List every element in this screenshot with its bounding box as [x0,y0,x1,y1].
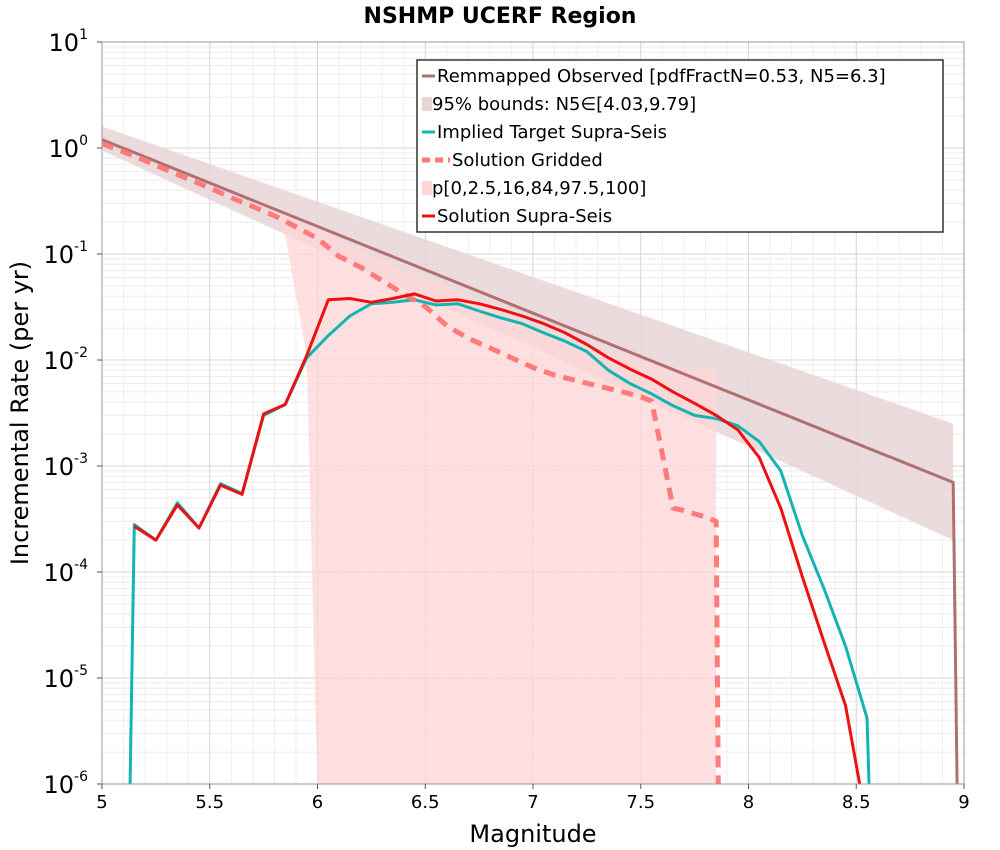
legend-swatch-percentile [422,181,432,195]
x-tick-label: 7.5 [626,792,655,813]
legend-label-percentile: p[0,2.5,16,84,97.5,100] [432,178,646,199]
x-tick-label: 9 [958,792,969,813]
series-line-gridded [102,141,721,784]
x-tick-label: 5 [96,792,107,813]
series-line-observed [102,138,959,784]
y-tick-label: 10-6 [43,769,88,799]
legend: Remmapped Observed [pdfFractN=0.53, N5=6… [416,59,944,233]
series-line-solution [133,292,862,784]
x-axis-label: Magnitude [469,820,596,848]
x-tick-label: 6.5 [411,792,440,813]
legend-box [416,59,944,233]
x-axis-ticks: 5 5.5 6 6.5 7 7.5 8 8.5 9 [96,784,970,813]
y-tick-label: 100 [49,133,88,163]
x-tick-label: 8 [743,792,754,813]
y-tick-label: 10-4 [43,557,88,587]
legend-swatch-bounds [422,97,432,111]
y-tick-label: 10-3 [43,451,88,481]
legend-label-bounds: 95% bounds: N5∈[4.03,9.79] [432,94,696,115]
y-tick-label: 10-2 [43,345,88,375]
x-tick-label: 7 [527,792,538,813]
band-percentile [102,139,717,784]
legend-label-gridded: Solution Gridded [452,150,603,171]
y-tick-label: 101 [49,27,88,57]
y-tick-label: 10-1 [43,239,88,269]
x-tick-label: 8.5 [842,792,871,813]
legend-label-solution: Solution Supra-Seis [437,206,612,227]
bands [102,126,954,784]
chart-title: NSHMP UCERF Region [364,4,637,29]
series-lines [102,138,959,784]
legend-label-observed: Remmapped Observed [pdfFractN=0.53, N5=6… [437,66,886,87]
x-tick-label: 5.5 [195,792,224,813]
y-tick-label: 10-5 [43,663,88,693]
legend-label-target: Implied Target Supra-Seis [437,122,667,143]
y-axis-ticks: 101 100 10-1 10-2 10-3 10-4 10-5 10-6 [43,27,102,799]
x-tick-label: 6 [312,792,323,813]
y-axis-label: Incremental Rate (per yr) [6,261,34,565]
